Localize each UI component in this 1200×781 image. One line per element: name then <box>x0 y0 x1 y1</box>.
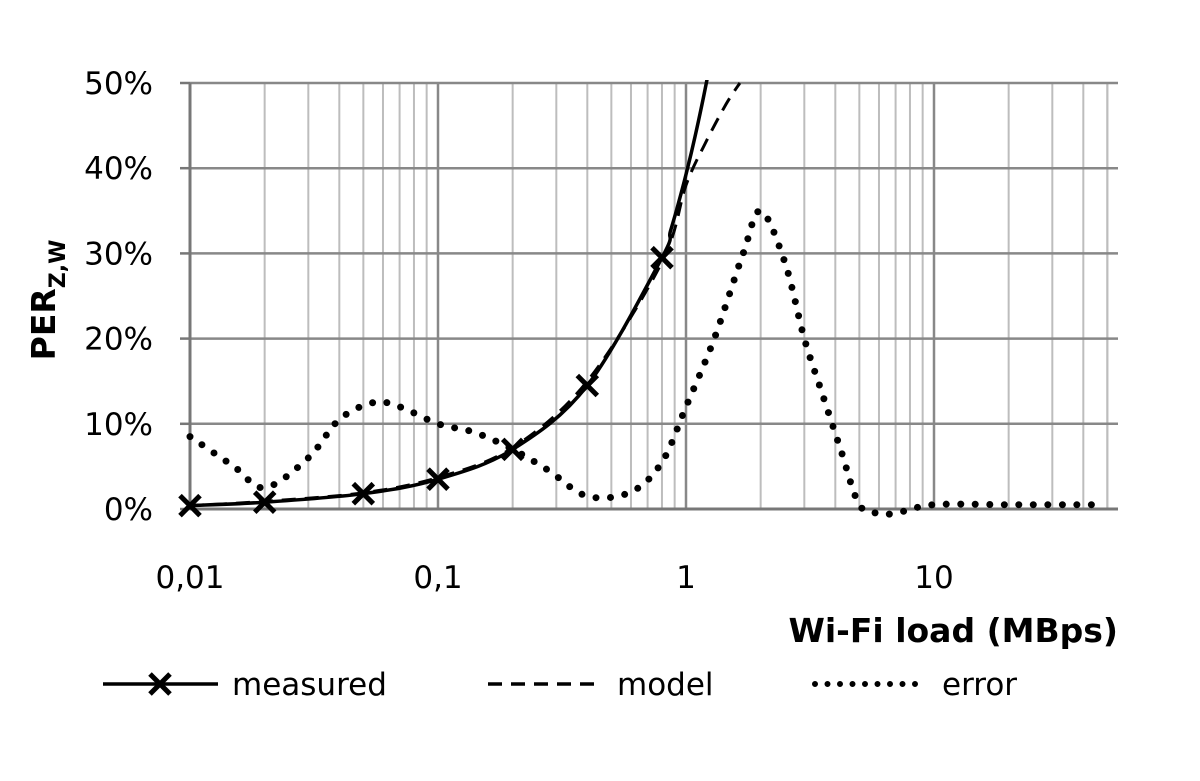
series-measured-marker <box>178 493 202 518</box>
y-tick-label: 40% <box>84 151 153 187</box>
x-tick-label: 0,01 <box>155 560 224 596</box>
y-tick-label: 20% <box>84 322 153 358</box>
series-layer <box>178 80 1100 518</box>
legend: measured model error <box>103 667 1017 703</box>
series-measured-marker <box>426 467 450 491</box>
series-measured-marker <box>351 481 376 506</box>
y-tick-label: 10% <box>84 407 153 443</box>
y-axis-title-main: PER <box>24 288 63 360</box>
y-tick-label: 30% <box>84 236 153 272</box>
series-error-line <box>186 207 1100 518</box>
grid <box>190 81 1118 509</box>
series-model-line <box>189 82 742 508</box>
series-measured-marker <box>500 437 525 462</box>
y-axis-title: PERZ,W <box>24 240 71 361</box>
marker-stroke <box>426 467 450 491</box>
marker-stroke <box>500 437 525 462</box>
legend-label-measured: measured <box>232 667 387 703</box>
x-tick-label: 1 <box>676 560 696 596</box>
series-measured-marker <box>650 245 674 270</box>
legend-label-error: error <box>942 667 1017 703</box>
series-measured-marker <box>252 490 277 514</box>
y-axis-title-sub: Z,W <box>46 240 71 289</box>
y-tick-label: 50% <box>84 66 153 102</box>
marker-stroke <box>252 490 277 514</box>
legend-label-model: model <box>617 667 714 703</box>
legend-marker-measured <box>148 672 172 696</box>
marker-stroke <box>575 373 600 398</box>
y-tick-label: 0% <box>104 492 153 528</box>
tick-labels: 0% 10% 20% 30% 40% 50% 0,01 0,1 1 10 <box>84 66 954 596</box>
marker-stroke <box>351 481 376 506</box>
marker-stroke <box>178 493 202 518</box>
marker-stroke <box>650 245 674 270</box>
x-axis-title: Wi-Fi load (MBps) <box>788 611 1118 650</box>
series-measured-marker <box>575 373 600 398</box>
x-tick-label: 10 <box>914 560 953 596</box>
x-tick-label: 0,1 <box>413 560 462 596</box>
